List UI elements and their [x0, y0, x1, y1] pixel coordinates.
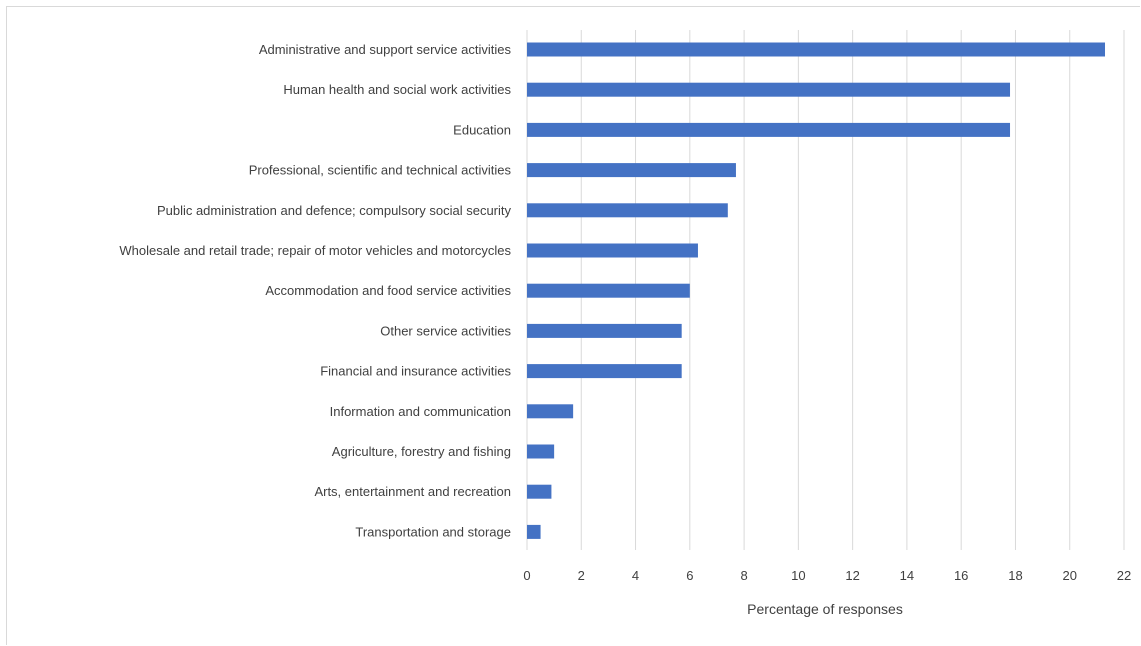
x-tick-label: 0 — [523, 568, 530, 583]
x-tick-label: 2 — [578, 568, 585, 583]
chart-frame — [6, 6, 1140, 645]
category-label: Accommodation and food service activitie… — [265, 283, 511, 298]
bar — [527, 243, 698, 258]
category-label: Human health and social work activities — [283, 82, 511, 97]
category-label: Administrative and support service activ… — [259, 42, 512, 57]
category-label: Financial and insurance activities — [320, 364, 511, 379]
x-tick-label: 14 — [900, 568, 914, 583]
bar — [527, 524, 541, 539]
bar — [527, 122, 1011, 137]
x-tick-labels: 0 2 4 6 8 10 12 14 16 18 20 22 — [523, 568, 1131, 583]
x-tick-label: 12 — [845, 568, 859, 583]
category-label: Wholesale and retail trade; repair of mo… — [119, 243, 511, 258]
category-label: Education — [453, 122, 511, 137]
x-tick-label: 20 — [1062, 568, 1076, 583]
category-label: Arts, entertainment and recreation — [314, 484, 511, 499]
bar — [527, 323, 682, 338]
x-tick-label: 22 — [1117, 568, 1131, 583]
bars — [527, 42, 1106, 539]
bar — [527, 404, 574, 419]
x-axis-title: Percentage of responses — [747, 601, 903, 617]
bar — [527, 484, 552, 499]
x-tick-label: 10 — [791, 568, 805, 583]
bar — [527, 82, 1011, 97]
x-tick-label: 4 — [632, 568, 639, 583]
category-label: Public administration and defence; compu… — [157, 203, 512, 218]
x-tick-label: 16 — [954, 568, 968, 583]
x-tick-label: 18 — [1008, 568, 1022, 583]
category-label: Professional, scientific and technical a… — [249, 163, 512, 178]
x-tick-label: 8 — [740, 568, 747, 583]
bar — [527, 163, 736, 178]
bar — [527, 42, 1106, 57]
category-label: Agriculture, forestry and fishing — [332, 444, 511, 459]
x-tick-label: 6 — [686, 568, 693, 583]
bar — [527, 283, 690, 298]
bar — [527, 203, 728, 218]
category-labels: Administrative and support service activ… — [119, 42, 511, 539]
bar — [527, 444, 555, 459]
bar — [527, 364, 682, 379]
category-label: Information and communication — [330, 404, 511, 419]
category-label: Other service activities — [380, 323, 511, 338]
category-label: Transportation and storage — [355, 524, 511, 539]
